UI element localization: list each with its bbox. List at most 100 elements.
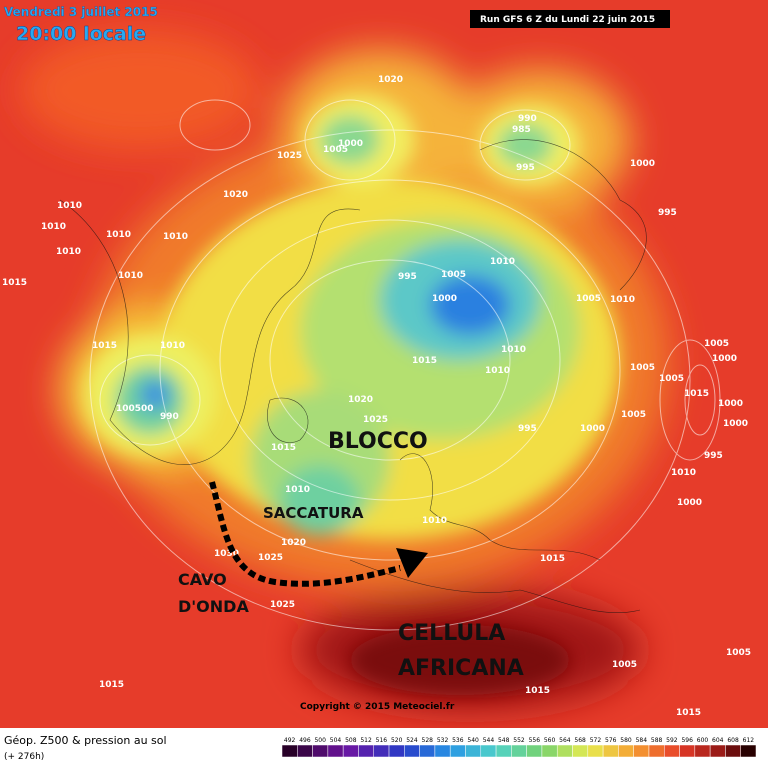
isobar-label: 1010 bbox=[285, 485, 310, 495]
trough-arrow bbox=[209, 481, 401, 587]
isobar-label: 1030 bbox=[214, 549, 239, 559]
scale-label: 532 bbox=[437, 737, 449, 744]
scale-label: 572 bbox=[590, 737, 602, 744]
isobar-label: 1010 bbox=[485, 366, 510, 376]
isobar-label: 1015 bbox=[412, 356, 437, 366]
scale-label: 500 bbox=[314, 737, 326, 744]
isobar-label: 1000 bbox=[723, 419, 748, 429]
scale-swatch bbox=[664, 744, 680, 758]
isobar-label: 1010 bbox=[163, 232, 188, 242]
isobar-label: 1020 bbox=[281, 538, 306, 548]
scale-swatch bbox=[419, 744, 436, 758]
scale-label: 492 bbox=[284, 737, 296, 744]
isobar-label: 1010 bbox=[41, 222, 66, 232]
scale-label: 520 bbox=[391, 737, 403, 744]
scale-swatch bbox=[633, 744, 650, 758]
scale-label: 588 bbox=[651, 737, 663, 744]
scale-swatch bbox=[342, 744, 359, 758]
annotation: BLOCCO bbox=[328, 429, 428, 454]
forecast-date: Vendredi 3 juillet 2015 bbox=[4, 5, 158, 19]
annotation: SACCATURA bbox=[263, 504, 364, 522]
isobar-label: 1005 bbox=[441, 270, 466, 280]
isobar-label: 1020 bbox=[348, 395, 373, 405]
scale-label: 612 bbox=[743, 737, 755, 744]
isobar-label: 1005 bbox=[726, 648, 751, 658]
isobar-label: 1015 bbox=[676, 708, 701, 718]
isobar-label: 1015 bbox=[684, 389, 709, 399]
isobar-label: 1000 bbox=[712, 354, 737, 364]
isobar-label: 1010 bbox=[501, 345, 526, 355]
scale-label: 512 bbox=[360, 737, 372, 744]
isobar-label: 1005 bbox=[704, 339, 729, 349]
scale-label: 540 bbox=[467, 737, 479, 744]
scale-label: 552 bbox=[513, 737, 525, 744]
isobar-label: 1025 bbox=[270, 600, 295, 610]
isobar-label: 1000 bbox=[630, 159, 655, 169]
scale-swatch bbox=[480, 744, 497, 758]
isobar-label: 1010 bbox=[106, 230, 131, 240]
scale-swatch bbox=[618, 744, 634, 758]
scale-swatch bbox=[358, 744, 374, 758]
isobar-label: 1005 bbox=[659, 374, 684, 384]
scale-label: 580 bbox=[620, 737, 632, 744]
scale-swatch bbox=[740, 744, 757, 758]
scale-label: 592 bbox=[666, 737, 678, 744]
isobar-label: 1010 bbox=[160, 341, 185, 351]
scale-label: 524 bbox=[406, 737, 418, 744]
scale-swatch bbox=[465, 744, 482, 758]
isobar-label: 995 bbox=[518, 424, 537, 434]
isobar-label: 1005 bbox=[621, 410, 646, 420]
scale-swatch bbox=[434, 744, 451, 758]
scale-swatch bbox=[388, 744, 405, 758]
isobar-label: 1015 bbox=[540, 554, 565, 564]
scale-label: 508 bbox=[345, 737, 357, 744]
isobar-label: 1020 bbox=[378, 75, 403, 85]
isobar-label: 985 bbox=[512, 125, 531, 135]
scale-swatch bbox=[281, 744, 298, 758]
color-scale: 492 496 500 504 508 512 516 520 524 528 532 536 540 5… bbox=[281, 737, 757, 758]
isobar-label: 995 bbox=[516, 163, 535, 173]
forecast-time: 20:00 locale bbox=[16, 23, 146, 45]
scale-label: 536 bbox=[452, 737, 464, 744]
scale-swatch bbox=[449, 744, 466, 758]
scale-swatch bbox=[556, 744, 573, 758]
isobar-label: 1010 bbox=[610, 295, 635, 305]
isobar-label: 1010 bbox=[118, 271, 143, 281]
isobar-label: 995 bbox=[658, 208, 677, 218]
scale-label: 496 bbox=[299, 737, 311, 744]
isobar-label: 1025 bbox=[258, 553, 283, 563]
annotation: CELLULA bbox=[398, 621, 505, 646]
isobar-label: 1000 bbox=[718, 399, 743, 409]
isobar-label: 1000 bbox=[432, 294, 457, 304]
scale-label: 544 bbox=[483, 737, 495, 744]
run-info: Run GFS 6 Z du Lundi 22 juin 2015 bbox=[480, 15, 655, 25]
run-box bbox=[470, 10, 670, 28]
scale-swatch bbox=[541, 744, 558, 758]
scale-swatch bbox=[725, 744, 741, 758]
isobar-label: 1005 bbox=[323, 145, 348, 155]
footer-lead: (+ 276h) bbox=[4, 752, 44, 762]
scale-swatch bbox=[694, 744, 711, 758]
isobar-label: 1010 bbox=[490, 257, 515, 267]
scale-swatch bbox=[404, 744, 420, 758]
scale-label: 596 bbox=[681, 737, 693, 744]
isobar-label: 1010 bbox=[57, 201, 82, 211]
scale-swatch bbox=[679, 744, 696, 758]
scale-label: 584 bbox=[636, 737, 648, 744]
scale-label: 548 bbox=[498, 737, 510, 744]
isobar-label: 1005 bbox=[576, 294, 601, 304]
isobar-label: 1010 bbox=[56, 247, 81, 257]
scale-label: 600 bbox=[697, 737, 709, 744]
scale-swatch bbox=[495, 744, 512, 758]
annotation: AFRICANA bbox=[398, 656, 524, 681]
isobar-label: 1015 bbox=[92, 341, 117, 351]
isobar-label: 1025 bbox=[363, 415, 388, 425]
copyright: Copyright © 2015 Meteociel.fr bbox=[300, 702, 455, 712]
isobar-label: 990 bbox=[518, 114, 537, 124]
isobar-label: 1000 bbox=[338, 139, 363, 149]
isobar-label: 1025 bbox=[277, 151, 302, 161]
scale-swatch bbox=[572, 744, 589, 758]
isobar-label: 1015 bbox=[99, 680, 124, 690]
isobar-label: 1020 bbox=[223, 190, 248, 200]
